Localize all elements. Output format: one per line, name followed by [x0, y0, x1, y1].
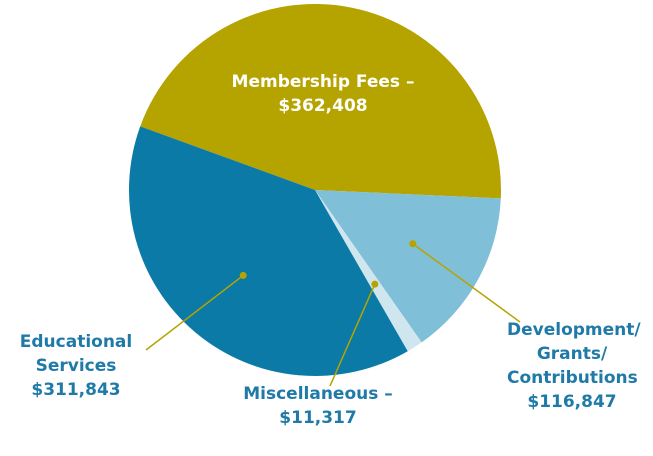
slice-label: Educational Services $311,843: [1, 330, 151, 402]
leader-dot: [409, 240, 417, 248]
pie-slice: [140, 4, 502, 199]
slice-label: Development/ Grants/ Contributions $116,8…: [487, 318, 653, 414]
leader-line: [412, 243, 521, 323]
pie-slice: [129, 126, 408, 376]
category-label: Development/ Grants/ Contributions: [507, 320, 641, 388]
leader-line: [329, 283, 376, 387]
leader-line: [145, 274, 244, 351]
leader-dot: [371, 280, 379, 288]
value-label: $11,317: [279, 408, 357, 428]
value-label: $116,847: [527, 392, 617, 412]
slice-label: Miscellaneous – $11,317: [218, 382, 418, 430]
value-label: $362,408: [278, 96, 368, 116]
pie-slice: [315, 190, 501, 343]
category-label: Miscellaneous –: [243, 384, 393, 404]
value-label: $311,843: [31, 380, 121, 400]
pie-slice: [315, 190, 422, 352]
category-label: Educational Services: [19, 332, 133, 376]
category-label: Membership Fees –: [231, 72, 415, 92]
leader-dot: [239, 271, 247, 279]
slice-label: Membership Fees – $362,408: [203, 70, 443, 118]
